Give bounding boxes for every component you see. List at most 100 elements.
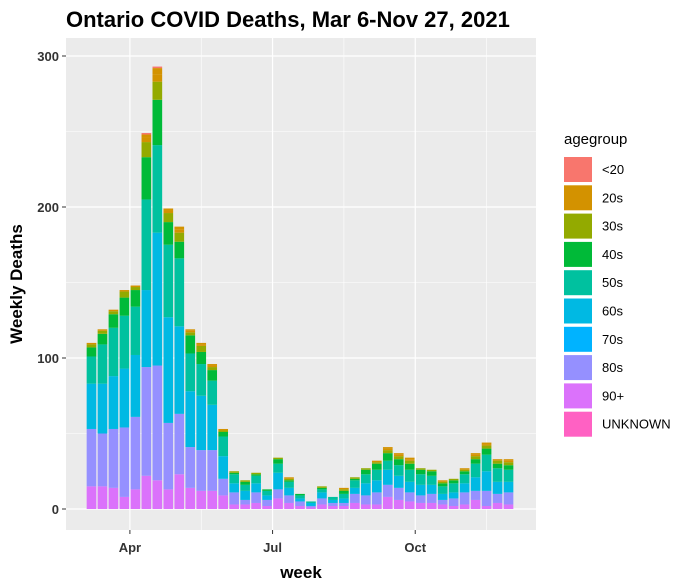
bar-week2-seg1 [108, 487, 119, 509]
legend-key-0 [564, 157, 592, 182]
bar-week23-seg8 [339, 487, 349, 490]
bar-week6-seg8 [152, 74, 163, 82]
bar-week9-seg1 [185, 487, 196, 509]
bar-week7-seg7 [163, 213, 174, 223]
bar-week33-seg4 [448, 492, 459, 499]
bar-week23-seg6 [339, 490, 349, 494]
legend-label-4: 50s [602, 275, 623, 290]
bar-week35-seg3 [470, 490, 481, 500]
bar-week28-seg1 [393, 499, 404, 509]
bar-week18-seg5 [284, 481, 294, 488]
bar-week29-seg8 [404, 459, 415, 461]
bar-week16-seg6 [262, 489, 272, 491]
bar-week23-seg7 [339, 489, 349, 491]
bar-week4-seg7 [130, 287, 141, 291]
bar-week17-seg6 [273, 459, 283, 464]
bar-week22-seg1 [328, 505, 338, 509]
bar-week20-seg1 [306, 507, 316, 509]
bar-week36-seg7 [481, 445, 492, 449]
bar-week27-seg6 [382, 453, 393, 461]
bar-week24-seg6 [350, 478, 360, 481]
bar-week33-seg7 [448, 478, 459, 481]
bar-week11-seg8 [207, 365, 218, 368]
bar-week26-seg4 [371, 480, 382, 493]
bar-week38-seg8 [503, 460, 514, 463]
bar-week4-seg9 [130, 285, 141, 288]
y-tick-label-0: 0 [52, 502, 59, 517]
bar-week12-seg8 [218, 428, 229, 431]
bar-week25-seg1 [361, 504, 371, 509]
bars-layer [86, 66, 514, 509]
bar-week32-seg1 [437, 504, 448, 509]
bar-week38-seg3 [503, 492, 514, 505]
bar-week26-seg3 [371, 492, 382, 505]
bar-week15-seg4 [251, 483, 261, 493]
legend-key-2 [564, 213, 592, 239]
bar-week32-seg8 [437, 480, 448, 482]
bar-week21-seg6 [317, 487, 327, 490]
bar-week16-seg4 [262, 495, 272, 500]
bar-week34-seg9 [459, 468, 470, 470]
bar-week23-seg3 [339, 502, 349, 506]
bar-week11-seg1 [207, 490, 218, 509]
bar-week25-seg6 [361, 469, 371, 475]
bar-week12-seg6 [218, 431, 229, 437]
bar-week35-seg5 [470, 463, 481, 478]
bar-week14-seg4 [240, 490, 250, 500]
legend: agegroup <20 20s 30s 40s 50s 60s 70s 80s 90+ UNKN… [564, 131, 671, 437]
bar-week36-seg6 [481, 448, 492, 455]
bar-week15-seg1 [251, 502, 261, 509]
x-axis-title: week [279, 563, 322, 582]
bar-week12-seg3 [218, 478, 229, 496]
bar-week6-seg4 [152, 232, 163, 366]
bar-week28-seg9 [393, 453, 404, 455]
bar-week27-seg3 [382, 484, 393, 497]
bar-week18-seg6 [284, 480, 294, 482]
bar-week10-seg9 [196, 342, 207, 345]
bar-week38-seg1 [503, 504, 514, 509]
legend-label-7: 80s [602, 360, 623, 375]
bar-week27-seg5 [382, 460, 393, 470]
legend-title: agegroup [564, 131, 627, 148]
bar-week28-seg6 [393, 459, 404, 466]
bar-week27-seg8 [382, 448, 393, 451]
bar-week33-seg5 [448, 483, 459, 493]
bar-week12-seg1 [218, 495, 229, 509]
bar-week3-seg3 [119, 427, 130, 497]
bar-week9-seg5 [185, 353, 196, 392]
bar-week30-seg7 [415, 468, 426, 470]
bar-week24-seg1 [350, 502, 360, 509]
bar-week0-seg4 [86, 383, 97, 429]
bar-week3-seg4 [119, 368, 130, 428]
bar-week20-seg5 [306, 501, 316, 503]
bar-week30-seg4 [415, 484, 426, 496]
legend-key-8 [564, 383, 592, 409]
bar-week2-seg5 [108, 327, 119, 377]
bar-week0-seg8 [86, 342, 97, 345]
bar-week21-seg1 [317, 504, 327, 509]
bar-week31-seg3 [426, 493, 437, 503]
bar-week1-seg4 [97, 383, 108, 434]
bar-week5-seg9 [141, 134, 152, 138]
bar-week6-seg1 [152, 480, 163, 509]
bar-week13-seg6 [229, 472, 239, 475]
bar-week36-seg3 [481, 490, 492, 506]
bar-week14-seg3 [240, 499, 250, 505]
legend-label-5: 60s [602, 304, 623, 319]
bar-week26-seg8 [371, 460, 382, 463]
bar-week28-seg7 [393, 456, 404, 460]
bar-week29-seg4 [404, 481, 415, 493]
bar-week11-seg6 [207, 370, 218, 381]
bar-week6-seg9 [152, 68, 163, 75]
bar-week6-seg7 [152, 81, 163, 100]
bar-week8-seg7 [174, 232, 185, 242]
bar-week14-seg7 [240, 480, 250, 482]
legend-label-1: 20s [602, 190, 623, 205]
bar-week4-seg3 [130, 416, 141, 490]
bar-week15-seg3 [251, 492, 261, 503]
bar-week31-seg7 [426, 469, 437, 472]
bar-week28-seg4 [393, 475, 404, 488]
bar-week9-seg9 [185, 329, 196, 331]
bar-week35-seg4 [470, 477, 481, 491]
bar-week29-seg9 [404, 457, 415, 460]
